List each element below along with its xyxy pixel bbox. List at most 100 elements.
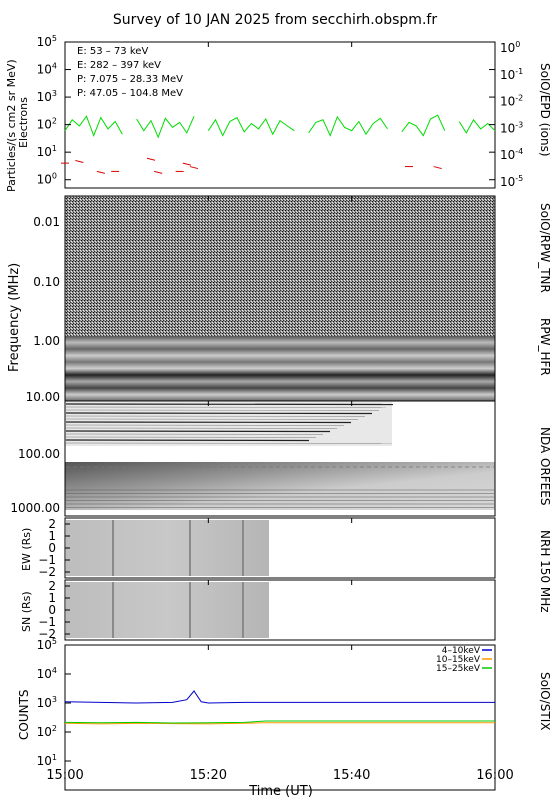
- epd-y-tick-label: 101: [37, 144, 57, 159]
- epd-y2-tick-label: 10-4: [500, 147, 523, 162]
- epd-y2-tick-label: 10-3: [500, 120, 523, 135]
- stix-y-label: COUNTS: [17, 689, 31, 740]
- epd-legend: E: 53 – 73 keV E: 282 – 397 keV P: 7.075 –…: [77, 46, 183, 99]
- nda-streaks: [65, 403, 394, 444]
- nda-streak: [65, 436, 317, 438]
- nda-streak: [65, 418, 359, 420]
- hfr-spectrogram: [65, 336, 495, 401]
- nrh-y-tick-label: 2: [48, 517, 56, 531]
- stix-y-tick-label: 101: [37, 753, 57, 768]
- epd-legend-item-3: P: 47.05 – 104.8 MeV: [77, 88, 183, 99]
- epd-legend-item-0: E: 53 – 73 keV: [77, 46, 148, 57]
- nda-right-label: NDA: [538, 427, 550, 454]
- nda-streak: [65, 403, 394, 406]
- epd-y-label: Particles/(s cm2 sr MeV): [5, 59, 18, 192]
- x-axis-label: Time (UT): [248, 784, 313, 799]
- nrh-y-tick-label: 0: [48, 603, 56, 617]
- orfees-spectrogram: [65, 462, 495, 510]
- epd-electron-high-point: [96, 170, 105, 174]
- epd-y-tick-label: 104: [37, 62, 57, 77]
- nrh-sn-streaks: [112, 582, 244, 638]
- stix-legend-item-1: 10–15keV: [436, 655, 481, 665]
- epd-y2-tick-label: 100: [500, 40, 520, 55]
- x-tick-label: 15:20: [190, 768, 227, 783]
- tnr-tick-100: 1.00: [33, 334, 60, 348]
- nrh-y-tick-label: −2: [38, 565, 56, 579]
- x-tick-label: 15:40: [333, 768, 370, 783]
- x-tick-label: 15:00: [46, 768, 83, 783]
- epd-right-label: SolO/EPD (ions): [538, 63, 550, 157]
- nrh-y-tick-label: 0: [48, 541, 56, 555]
- nda-spectrogram: [65, 402, 392, 446]
- nda-streak: [65, 442, 393, 444]
- x-axis-ticks: 15:00 15:20 15:40 16:00: [46, 42, 514, 783]
- stix-line-0: [64, 690, 495, 704]
- epd-y-label-2: Electrons: [17, 97, 30, 148]
- stix-series-lines: [64, 690, 495, 725]
- epd-y-tick-label: 103: [37, 89, 57, 104]
- epd-legend-item-2: P: 7.075 – 28.33 MeV: [77, 74, 183, 85]
- tnr-tick-001: 0.01: [33, 215, 60, 229]
- epd-y2-tick-label: 10-2: [500, 94, 523, 109]
- epd-electron-low-line-3: [308, 115, 388, 137]
- hfr-right-label: RPW_HFR: [538, 318, 550, 376]
- nrh-y-tick-label: 2: [48, 579, 56, 593]
- epd-y-tick-label: 102: [37, 117, 57, 132]
- stix-right-label: SolO/STIX: [538, 672, 550, 731]
- x-tick-label: 16:00: [476, 768, 513, 783]
- epd-y2-tick-label: 10-1: [500, 67, 523, 82]
- epd-y-tick-label: 100: [37, 172, 57, 187]
- nrh-sn-ticks: 210−1−2: [38, 579, 70, 641]
- orfees-right-label: ORFEES: [538, 458, 550, 505]
- nda-streak: [65, 412, 373, 415]
- stix-y-tick-label: 102: [37, 724, 57, 739]
- nrh-ew-ticks: 210−1−2: [38, 517, 70, 579]
- nda-streak: [65, 421, 352, 424]
- tnr-spectrogram: [65, 196, 495, 336]
- nrh-y-tick-label: 1: [48, 529, 56, 543]
- nrh-y-tick-label: −2: [38, 627, 56, 641]
- chart-title: Survey of 10 JAN 2025 from secchirh.obsp…: [113, 12, 437, 28]
- frequency-label: Frequency (MHz): [7, 263, 22, 372]
- nda-streak: [65, 433, 324, 435]
- stix-line-2: [64, 720, 495, 724]
- nrh-sn-label: SN (Rs): [20, 591, 33, 632]
- stix-y-tick-label: 103: [37, 695, 57, 710]
- epd-electron-high-point: [189, 166, 199, 170]
- nrh-y-tick-label: −1: [38, 615, 56, 629]
- nda-streak: [65, 409, 380, 411]
- epd-electron-high-point: [182, 162, 191, 166]
- tnr-right-label: SolO/RPW_TNR: [538, 203, 550, 293]
- epd-legend-item-1: E: 282 – 397 keV: [77, 60, 161, 71]
- stix-y-tick-label: 104: [37, 666, 57, 681]
- nrh-right-label: NRH 150 MHz: [538, 530, 550, 613]
- nrh-ew-image: [66, 520, 269, 576]
- stix-legend-item-0: 4–10keV: [442, 646, 481, 656]
- epd-electron-low-line-0: [64, 115, 123, 137]
- nda-streak: [65, 406, 387, 408]
- nda-tick-100: 100.00: [18, 447, 60, 461]
- nrh-y-tick-label: 1: [48, 591, 56, 605]
- epd-electron-high-point: [75, 159, 84, 163]
- epd-electron-high-point: [154, 170, 163, 174]
- orfees-streaks: [66, 466, 494, 508]
- epd-plot-frame: [64, 41, 496, 189]
- orfees-tick-1000: 1000.00: [10, 501, 60, 515]
- epd-right-ticks: 10-5 10-4 10-3 10-2 10-1 100: [500, 40, 523, 189]
- nda-orfees-frame: [64, 400, 496, 517]
- epd-electron-high-point: [146, 157, 156, 161]
- epd-electron-low-line-2: [207, 116, 295, 137]
- stix-legend-item-2: 15–25keV: [436, 664, 481, 674]
- epd-y-tick-label: 105: [37, 34, 57, 49]
- tnr-tick-010: 0.10: [33, 275, 60, 289]
- epd-electron-low-line-4: [401, 114, 446, 137]
- nda-streak: [65, 427, 338, 429]
- nda-streak: [65, 415, 366, 417]
- nrh-sn-image: [66, 582, 269, 638]
- nrh-ew-streaks: [112, 520, 244, 576]
- nda-streak: [65, 439, 310, 442]
- nrh-ew-label: EW (Rs): [20, 528, 33, 571]
- nda-streak: [65, 430, 331, 433]
- epd-y2-tick-label: 10-5: [500, 174, 523, 189]
